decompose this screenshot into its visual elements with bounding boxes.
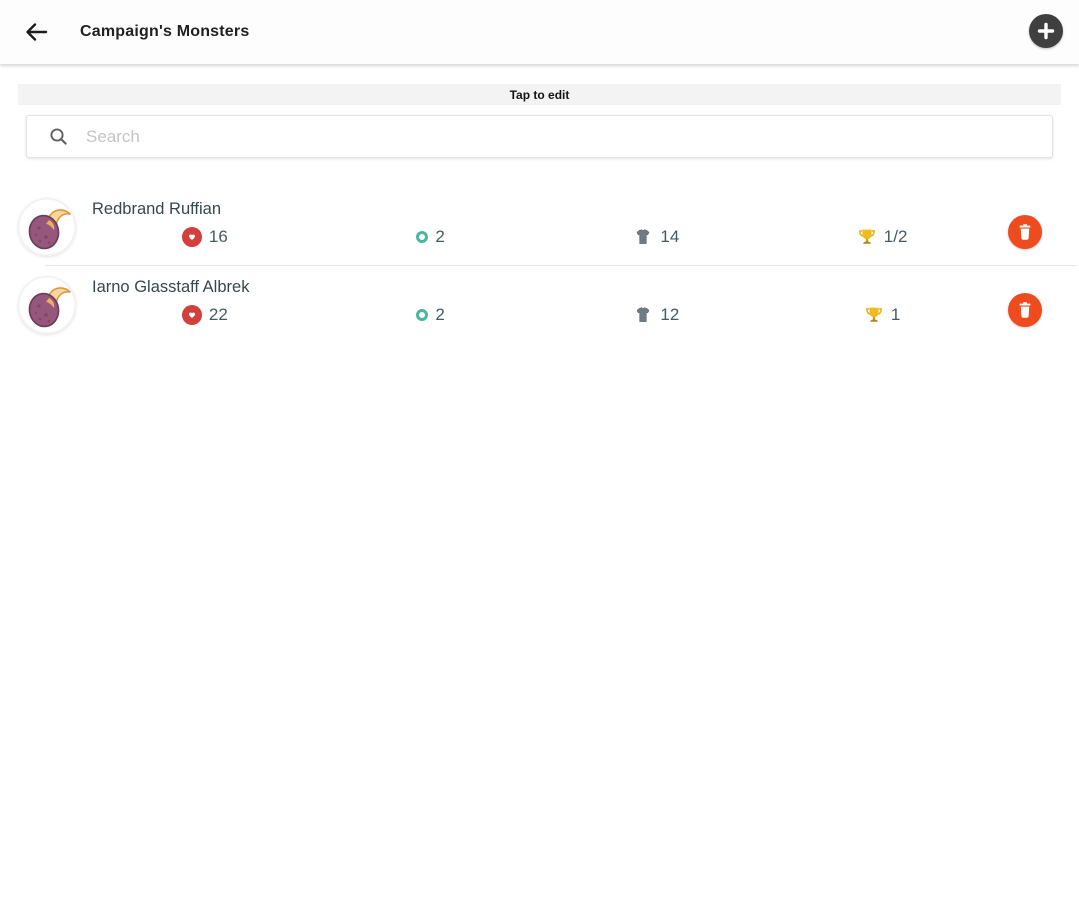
add-monster-button[interactable] bbox=[1029, 14, 1063, 48]
delete-column bbox=[995, 198, 1055, 265]
armor-icon bbox=[637, 307, 650, 322]
monster-list: Redbrand Ruffian 16 2 bbox=[0, 188, 1079, 343]
monster-avatar bbox=[18, 276, 76, 334]
health-value: 22 bbox=[208, 305, 228, 324]
stat-challenge: 1/2 bbox=[769, 227, 995, 247]
heart-icon bbox=[181, 305, 202, 325]
monster-info: Iarno Glasstaff Albrek 22 2 bbox=[92, 276, 995, 343]
stat-health: 16 bbox=[92, 227, 318, 247]
stat-health: 22 bbox=[92, 305, 318, 325]
monster-stats: 22 2 12 bbox=[92, 303, 995, 327]
monster-row[interactable]: Redbrand Ruffian 16 2 bbox=[0, 188, 1079, 265]
plus-icon bbox=[1037, 22, 1055, 40]
monster-name: Iarno Glasstaff Albrek bbox=[92, 278, 250, 296]
challenge-value: 1/2 bbox=[883, 227, 908, 246]
trophy-icon bbox=[865, 307, 882, 322]
search-icon bbox=[50, 128, 67, 145]
tap-to-edit-banner: Tap to edit bbox=[18, 84, 1061, 105]
delete-monster-button[interactable] bbox=[1008, 214, 1042, 249]
count-value: 2 bbox=[435, 305, 445, 324]
ring-icon bbox=[416, 309, 429, 321]
armor-icon bbox=[637, 229, 650, 244]
stat-challenge: 1 bbox=[769, 305, 995, 325]
page-title: Campaign's Monsters bbox=[80, 23, 250, 40]
ring-icon bbox=[416, 231, 429, 243]
monster-row[interactable]: Iarno Glasstaff Albrek 22 2 bbox=[0, 266, 1079, 343]
stat-count: 2 bbox=[318, 305, 544, 325]
count-value: 2 bbox=[435, 227, 445, 246]
monster-avatar bbox=[18, 198, 76, 256]
back-button[interactable] bbox=[14, 10, 58, 54]
armor-value: 12 bbox=[660, 305, 680, 324]
trophy-icon bbox=[858, 229, 875, 244]
heart-icon bbox=[181, 227, 202, 247]
stat-count: 2 bbox=[318, 227, 544, 247]
monster-name: Redbrand Ruffian bbox=[92, 200, 222, 218]
row-divider bbox=[45, 265, 1077, 266]
monster-info: Redbrand Ruffian 16 2 bbox=[92, 198, 995, 265]
armor-value: 14 bbox=[660, 227, 680, 246]
delete-monster-button[interactable] bbox=[1008, 292, 1042, 327]
back-arrow-icon bbox=[23, 19, 49, 45]
challenge-value: 1 bbox=[890, 305, 901, 324]
trash-icon bbox=[1019, 301, 1031, 318]
stat-armor: 12 bbox=[544, 305, 770, 325]
delete-column bbox=[995, 276, 1055, 343]
monster-stats: 16 2 14 bbox=[92, 225, 995, 249]
stat-armor: 14 bbox=[544, 227, 770, 247]
app-bar: Campaign's Monsters bbox=[0, 0, 1079, 64]
health-value: 16 bbox=[208, 227, 228, 246]
trash-icon bbox=[1019, 223, 1031, 240]
tap-to-edit-label: Tap to edit bbox=[509, 87, 570, 102]
search-bar bbox=[26, 115, 1053, 158]
search-input[interactable] bbox=[86, 126, 1040, 147]
